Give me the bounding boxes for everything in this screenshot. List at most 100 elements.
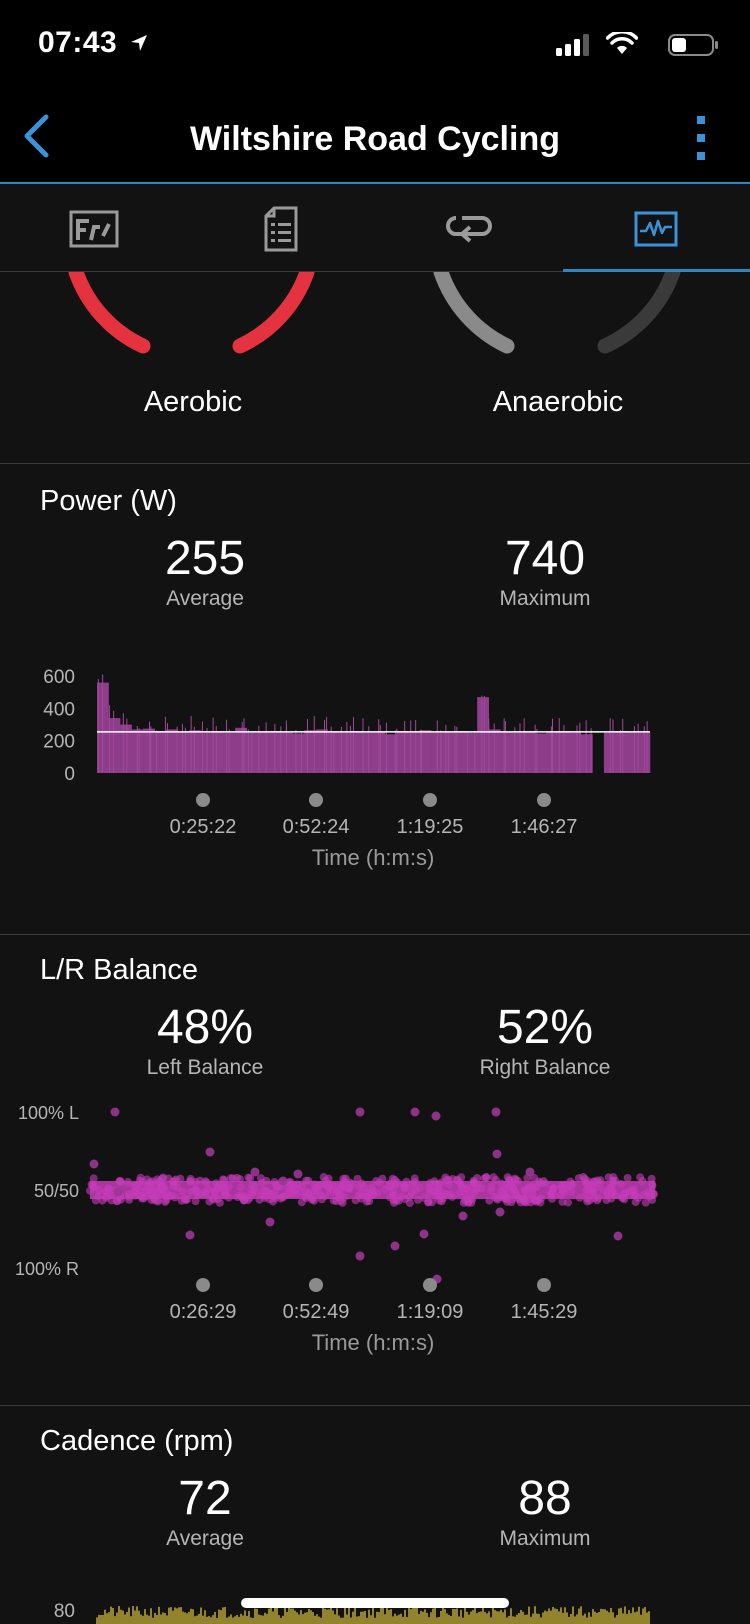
balance-xtick-dot	[423, 1278, 437, 1292]
balance-point	[401, 1183, 410, 1192]
balance-point	[592, 1183, 601, 1192]
stats-overview-icon	[69, 210, 119, 247]
balance-point	[586, 1187, 595, 1196]
balance-point	[177, 1196, 186, 1205]
location-arrow-icon	[131, 35, 147, 51]
tab-charts[interactable]	[562, 186, 750, 272]
power-bar	[258, 731, 271, 773]
balance-point	[116, 1177, 125, 1186]
balance-point	[568, 1180, 577, 1189]
balance-point	[250, 1167, 260, 1177]
balance-point	[525, 1167, 535, 1177]
balance-point	[365, 1197, 374, 1206]
balance-point	[304, 1189, 313, 1198]
balance-point	[220, 1191, 229, 1200]
power-bar	[419, 730, 432, 773]
balance-point	[95, 1185, 104, 1194]
balance-point	[145, 1180, 154, 1189]
balance-point	[246, 1174, 255, 1183]
cadence-ytick-label: 80	[54, 1601, 75, 1622]
balance-xtick-label: 1:19:09	[397, 1301, 464, 1323]
page-title: Wiltshire Road Cycling	[190, 120, 560, 158]
balance-point	[138, 1194, 147, 1203]
balance-point	[186, 1177, 195, 1186]
power-ytick-label: 0	[64, 764, 75, 785]
balance-point	[257, 1178, 266, 1187]
power-section: Power (W) 255 Average 740 Maximum 600 400…	[0, 465, 750, 935]
balance-point	[424, 1198, 433, 1207]
balance-point	[607, 1194, 616, 1203]
balance-point	[482, 1173, 491, 1182]
power-maximum-label: Maximum	[499, 587, 591, 610]
left-balance-stat: 48% Left Balance	[55, 1004, 355, 1080]
balance-point	[496, 1192, 505, 1201]
balance-point	[649, 1190, 658, 1199]
balance-point	[638, 1177, 647, 1186]
balance-point	[415, 1183, 424, 1192]
power-bar	[281, 732, 294, 773]
balance-point	[390, 1175, 399, 1184]
balance-point	[464, 1198, 473, 1207]
balance-point	[520, 1196, 529, 1205]
balance-point	[491, 1107, 501, 1117]
balance-point	[89, 1159, 99, 1169]
balance-point	[123, 1177, 132, 1186]
power-bar	[500, 731, 513, 773]
balance-point	[630, 1191, 639, 1200]
balance-point	[566, 1188, 575, 1197]
balance-ytick-label: 100% R	[15, 1259, 79, 1279]
tab-overview[interactable]	[0, 186, 188, 271]
balance-point	[152, 1184, 161, 1193]
power-bar	[338, 732, 351, 773]
balance-point	[191, 1185, 200, 1194]
balance-point	[583, 1177, 592, 1186]
balance-point	[368, 1190, 377, 1199]
balance-point	[464, 1186, 473, 1195]
balance-point	[411, 1178, 420, 1187]
balance-point	[104, 1184, 113, 1193]
balance-point	[281, 1190, 290, 1199]
more-options-icon[interactable]	[694, 114, 710, 162]
balance-point	[336, 1196, 345, 1205]
balance-xtick-dot	[537, 1278, 551, 1292]
balance-point	[575, 1193, 584, 1202]
balance-point	[631, 1198, 640, 1207]
balance-chart[interactable]: 100% L 50/50 100% R 0:26:29 0:52:49 1:19:09 1:…	[0, 1104, 750, 1384]
balance-point	[594, 1193, 603, 1202]
power-xtick-dot	[309, 793, 323, 807]
balance-point	[138, 1178, 147, 1187]
balance-title: L/R Balance	[40, 954, 198, 986]
balance-point	[385, 1182, 394, 1191]
balance-point	[304, 1176, 313, 1185]
balance-point	[113, 1187, 123, 1197]
balance-point	[458, 1211, 468, 1221]
balance-point	[435, 1179, 444, 1188]
balance-point	[250, 1182, 259, 1191]
left-balance-value: 48%	[156, 1001, 254, 1054]
cadence-chart[interactable]: 80	[0, 1593, 750, 1624]
status-time: 07:43	[38, 26, 118, 59]
balance-point	[317, 1195, 326, 1204]
balance-point	[124, 1190, 133, 1199]
balance-point	[492, 1149, 502, 1159]
balance-point	[94, 1192, 103, 1201]
balance-point	[185, 1230, 195, 1240]
right-balance-label: Right Balance	[479, 1056, 611, 1079]
power-bar	[626, 731, 639, 773]
back-button[interactable]	[12, 108, 60, 164]
tab-details[interactable]	[188, 186, 376, 271]
power-bar	[615, 731, 628, 773]
right-balance-stat: 52% Right Balance	[395, 1004, 695, 1080]
balance-point	[541, 1179, 550, 1188]
cadence-maximum-value: 88	[518, 1472, 572, 1525]
cadence-average-label: Average	[166, 1527, 244, 1550]
balance-point	[324, 1174, 333, 1183]
power-chart[interactable]: 600 400 200 0 0:25:22 0:52:24 1:19:25 1:46:27 Ti…	[0, 660, 750, 880]
tab-laps[interactable]	[375, 186, 563, 271]
balance-section: L/R Balance 48% Left Balance 52% Right B…	[0, 936, 750, 1406]
balance-point	[534, 1196, 543, 1205]
power-bar	[465, 732, 478, 773]
balance-point	[500, 1184, 509, 1193]
balance-point	[159, 1182, 168, 1191]
